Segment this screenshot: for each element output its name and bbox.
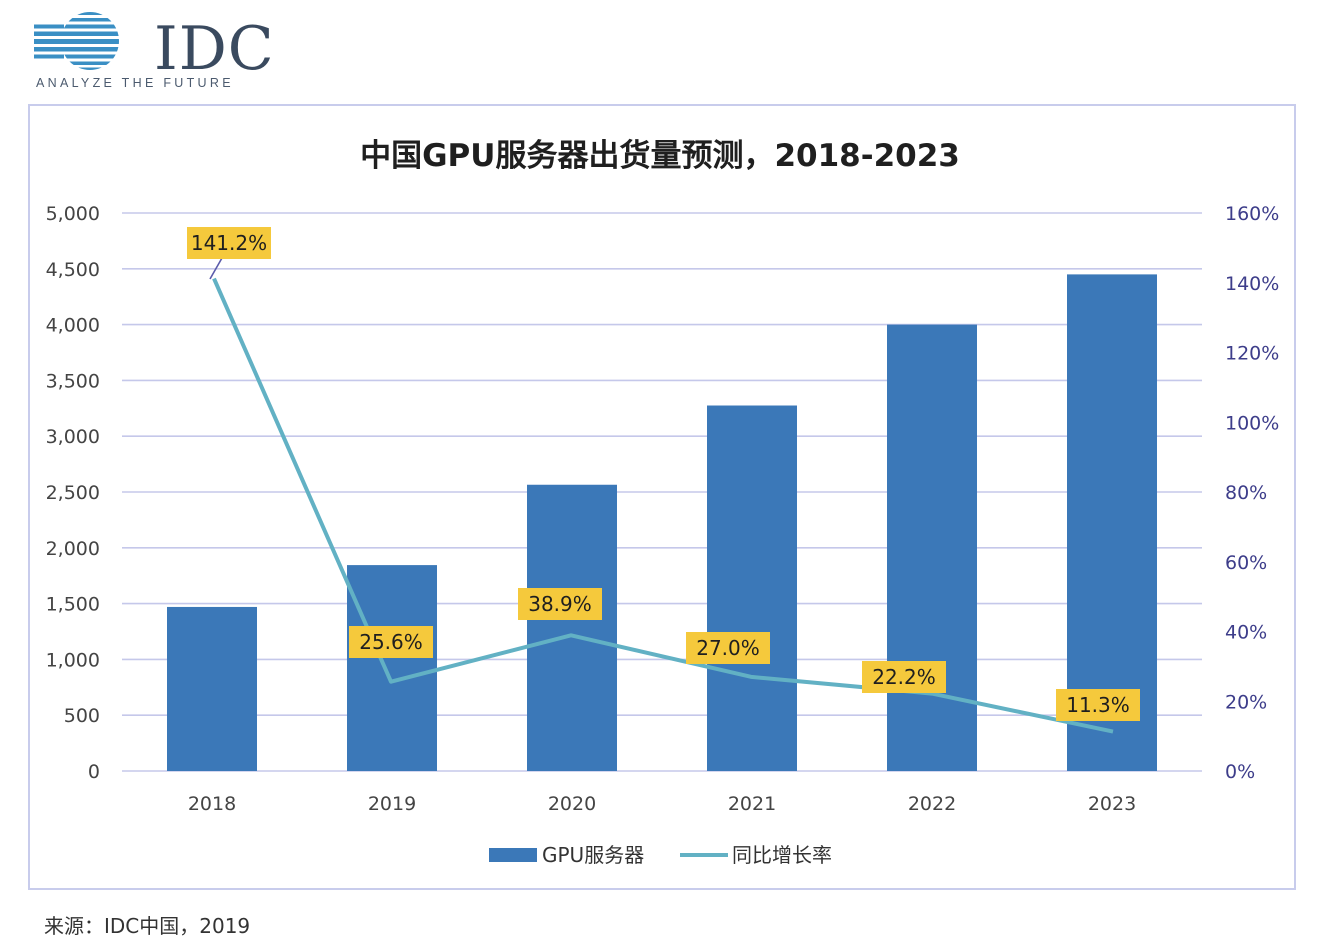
x-tick-label: 2022: [908, 793, 956, 815]
x-tick-label: 2020: [548, 793, 596, 815]
source-note: 来源：IDC中国，2019: [44, 914, 251, 938]
legend-bar-label: GPU服务器: [542, 843, 644, 867]
y-left-tick-label: 500: [64, 705, 100, 727]
y-right-tick-label: 160%: [1225, 203, 1279, 225]
x-tick-label: 2021: [728, 793, 776, 815]
y-left-tick-label: 4,000: [46, 315, 100, 337]
y-right-tick-label: 40%: [1225, 622, 1267, 644]
bar-gpu-server: [167, 606, 257, 771]
bar-gpu-server: [527, 484, 617, 771]
x-tick-label: 2023: [1088, 793, 1136, 815]
data-label: 38.9%: [528, 592, 592, 616]
data-label-box: [686, 632, 770, 664]
data-label-box: [349, 626, 433, 658]
y-left-tick-label: 2,500: [46, 482, 100, 504]
y-left-tick-label: 0: [88, 761, 100, 783]
logo-tagline: ANALYZE THE FUTURE: [36, 76, 234, 90]
chart-title: 中国GPU服务器出货量预测，2018-2023: [360, 138, 960, 174]
y-right-tick-label: 80%: [1225, 482, 1267, 504]
y-left-tick-label: 3,000: [46, 426, 100, 448]
logo-wordmark: IDC: [154, 14, 275, 84]
bar-gpu-server: [887, 324, 977, 771]
data-label: 27.0%: [696, 636, 760, 660]
bar-gpu-server: [707, 405, 797, 771]
data-label: 11.3%: [1066, 693, 1130, 717]
y-right-tick-label: 20%: [1225, 691, 1267, 713]
bar-gpu-server: [347, 565, 437, 771]
growth-rate-line: [212, 277, 1114, 734]
y-right-tick-label: 140%: [1225, 273, 1279, 295]
y-left-tick-label: 5,000: [46, 203, 100, 225]
y-right-tick-label: 0%: [1225, 761, 1255, 783]
legend-line-label: 同比增长率: [732, 843, 832, 867]
y-right-tick-label: 120%: [1225, 343, 1279, 365]
data-label: 141.2%: [191, 231, 267, 255]
globe-logo-icon: [34, 12, 119, 70]
x-tick-label: 2019: [368, 793, 416, 815]
idc-logo: IDC ANALYZE THE FUTURE: [34, 10, 274, 96]
y-left-tick-label: 1,000: [46, 649, 100, 671]
y-right-tick-label: 60%: [1225, 552, 1267, 574]
y-left-tick-label: 2,000: [46, 538, 100, 560]
legend-bar-swatch: [489, 848, 537, 862]
data-label-box: [518, 588, 602, 620]
data-label-leader: [209, 257, 223, 280]
x-tick-label: 2018: [188, 793, 236, 815]
y-right-tick-label: 100%: [1225, 412, 1279, 434]
data-label-box: [187, 227, 271, 259]
y-left-tick-label: 4,500: [46, 259, 100, 281]
data-label-box: [1056, 689, 1140, 721]
y-left-tick-label: 3,500: [46, 370, 100, 392]
bar-gpu-server: [1067, 274, 1157, 771]
data-label: 25.6%: [359, 630, 423, 654]
y-left-tick-label: 1,500: [46, 594, 100, 616]
data-label: 22.2%: [872, 665, 936, 689]
data-label-box: [862, 661, 946, 693]
